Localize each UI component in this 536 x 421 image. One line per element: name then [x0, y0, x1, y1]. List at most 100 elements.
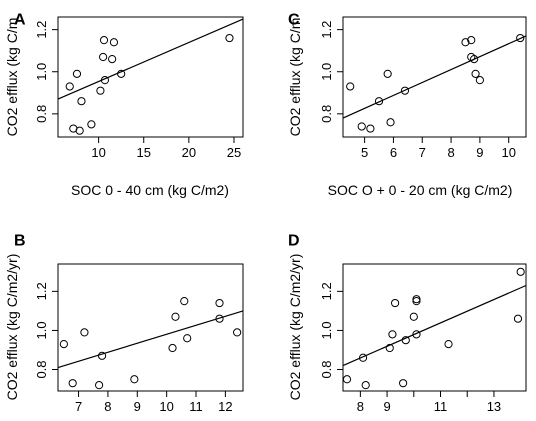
x-tick-label-b: 9	[134, 399, 141, 414]
x-tick-label-c: 6	[390, 145, 397, 160]
data-point-c	[383, 69, 392, 78]
data-point-c	[374, 97, 384, 106]
x-tick-label-a: 10	[91, 145, 105, 160]
data-point-d	[412, 330, 421, 339]
data-point-a	[77, 97, 86, 106]
data-point-a	[99, 52, 108, 62]
data-point-c	[386, 118, 395, 127]
x-tick-label-a: 15	[136, 145, 150, 160]
data-point-d	[513, 314, 523, 323]
data-point-c	[516, 33, 525, 43]
y-axis-label-a: CO2 efflux (kg C/m	[4, 18, 20, 137]
data-point-c	[346, 82, 355, 91]
data-point-a	[117, 69, 126, 78]
x-tick-label-d: 9	[383, 399, 390, 414]
y-axis-label-d: CO2 efflux (kg C/m2/yr)	[287, 254, 303, 401]
x-tick-label-b: 10	[159, 399, 173, 414]
data-point-a	[108, 55, 117, 64]
data-point-b	[180, 297, 189, 306]
data-point-d	[390, 298, 400, 308]
x-tick-label-b: 11	[189, 399, 203, 414]
data-point-a	[99, 36, 109, 45]
data-point-b	[183, 334, 192, 343]
x-tick-label-c: 5	[361, 145, 368, 160]
x-tick-label-b: 12	[218, 399, 232, 414]
x-tick-label-b: 8	[104, 399, 111, 414]
data-point-b	[168, 343, 177, 353]
panel-label-a: A	[14, 11, 26, 28]
x-tick-label-d: 13	[487, 399, 501, 414]
data-point-d	[388, 330, 397, 339]
plot-frame-b	[57, 263, 244, 392]
data-point-c	[471, 69, 480, 78]
data-point-b	[215, 298, 224, 308]
plot-frame-c	[342, 16, 527, 138]
data-point-a	[100, 76, 110, 85]
y-tick-label-c: 0.8	[319, 105, 334, 123]
data-point-c	[400, 86, 410, 95]
y-tick-label-c: 1.2	[319, 21, 334, 39]
data-point-d	[342, 375, 352, 384]
data-point-b	[130, 375, 139, 384]
data-point-d	[516, 267, 525, 276]
x-tick-label-c: 10	[501, 145, 515, 160]
data-point-b	[171, 312, 180, 321]
y-tick-label-a: 1.0	[34, 63, 49, 81]
data-point-a	[72, 69, 82, 78]
x-tick-label-a: 20	[182, 145, 196, 160]
y-axis-label-c: CO2 efflux (kg C/m	[287, 18, 303, 137]
data-point-b	[215, 314, 224, 323]
data-point-c	[366, 124, 375, 133]
y-tick-label-b: 1.0	[34, 321, 49, 339]
data-point-d	[385, 343, 394, 353]
data-point-b	[97, 351, 107, 360]
panel-label-d: D	[288, 232, 300, 249]
regression-line-a	[57, 18, 244, 100]
x-tick-label-b: 7	[75, 399, 82, 414]
data-point-a	[225, 33, 234, 43]
data-point-c	[470, 55, 479, 64]
regression-line-c	[342, 35, 527, 119]
regression-line-d	[342, 284, 527, 367]
data-point-b	[80, 328, 89, 337]
x-axis-label-c: SOC O + 0 - 20 cm (kg C/m2)	[328, 182, 513, 198]
panel-label-c: C	[288, 11, 300, 28]
y-axis-label-b: CO2 efflux (kg C/m2/yr)	[4, 254, 20, 401]
y-tick-label-d: 1.0	[319, 321, 334, 339]
plot-frame-a	[57, 16, 244, 138]
regression-line-b	[57, 310, 244, 369]
data-point-d	[358, 353, 368, 362]
y-tick-label-b: 1.2	[34, 282, 49, 300]
plot-frame-d	[342, 263, 527, 392]
panel-label-b: B	[14, 232, 26, 249]
data-point-a	[96, 86, 105, 95]
data-point-b	[233, 328, 242, 337]
x-tick-label-c: 8	[447, 145, 454, 160]
y-tick-label-d: 0.8	[319, 360, 334, 378]
data-point-a	[87, 120, 96, 129]
x-axis-label-a: SOC 0 - 40 cm (kg C/m2)	[71, 182, 229, 198]
data-point-b	[59, 340, 68, 349]
data-point-b	[68, 379, 77, 388]
data-point-a	[65, 82, 74, 91]
data-point-c	[475, 76, 484, 85]
y-tick-label-c: 1.0	[319, 63, 334, 81]
x-tick-label-a: 25	[227, 145, 241, 160]
x-tick-label-c: 7	[419, 145, 426, 160]
data-point-d	[399, 379, 408, 388]
data-point-c	[467, 36, 476, 45]
data-point-d	[412, 295, 421, 304]
data-point-a	[75, 126, 84, 135]
data-point-d	[361, 381, 370, 390]
x-tick-label-d: 11	[434, 399, 448, 414]
y-tick-label-d: 1.2	[319, 282, 334, 300]
x-tick-label-c: 9	[476, 145, 483, 160]
data-point-b	[95, 381, 104, 390]
y-tick-label-a: 1.2	[34, 21, 49, 39]
data-point-a	[109, 38, 119, 47]
data-point-d	[409, 312, 418, 321]
x-tick-label-d: 8	[357, 399, 364, 414]
data-point-d	[401, 336, 410, 345]
y-tick-label-b: 0.8	[34, 360, 49, 378]
